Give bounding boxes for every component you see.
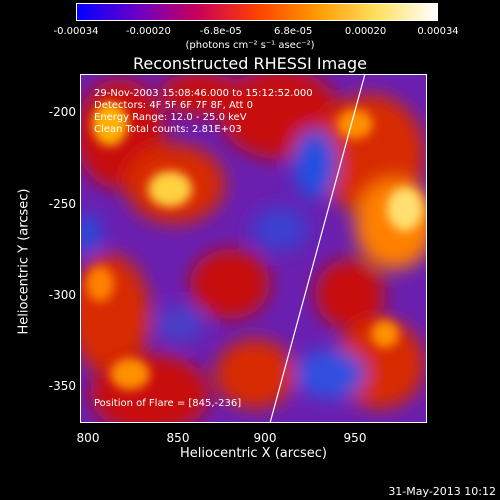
colorbar-tick: 0.00020 — [344, 26, 387, 37]
info-time-range: 29-Nov-2003 15:08:46.000 to 15:12:52.000 — [94, 88, 313, 99]
colorbar-units: (photons cm⁻² s⁻¹ asec⁻²) — [185, 40, 315, 51]
colorbar-tick: -0.00020 — [125, 26, 171, 37]
colorbar-tick-labels: -0.00034 -0.00020 -6.8e-05 6.8e-05 0.000… — [54, 20, 459, 37]
rhessi-image — [80, 74, 427, 423]
y-tick-label: -250 — [48, 197, 76, 211]
colorbar-tick: -0.00034 — [53, 26, 99, 37]
plot-title: Reconstructed RHESSI Image — [133, 54, 367, 73]
x-tick-label: 800 — [76, 431, 100, 445]
y-axis-label: Heliocentric Y (arcsec) — [16, 188, 32, 335]
x-axis-label: Heliocentric X (arcsec) — [180, 446, 327, 461]
info-clean-counts: Clean Total counts: 2.81E+03 — [94, 124, 242, 135]
solar-limb-line — [269, 74, 366, 423]
emission-peaks — [86, 102, 423, 390]
info-energy-range: Energy Range: 12.0 - 25.0 keV — [94, 112, 247, 123]
x-tick-label: 950 — [343, 431, 367, 445]
colorbar — [76, 3, 438, 21]
info-detectors: Detectors: 4F 5F 6F 7F 8F, Att 0 — [94, 100, 254, 111]
rhessi-image-svg — [80, 74, 427, 423]
info-flare-position: Position of Flare = [845,-236] — [94, 398, 242, 409]
y-tick-label: -300 — [48, 288, 76, 302]
footer-date: 31-May-2013 10:12 — [388, 485, 496, 498]
x-tick-label: 900 — [253, 431, 277, 445]
colorbar-tick: -6.8e-05 — [199, 26, 242, 37]
colorbar-tick: 6.8e-05 — [273, 26, 313, 37]
colorbar-tick: 0.00034 — [417, 26, 459, 37]
x-tick-label: 850 — [166, 431, 190, 445]
y-tick-label: -200 — [48, 105, 76, 119]
y-tick-label: -350 — [48, 379, 76, 393]
